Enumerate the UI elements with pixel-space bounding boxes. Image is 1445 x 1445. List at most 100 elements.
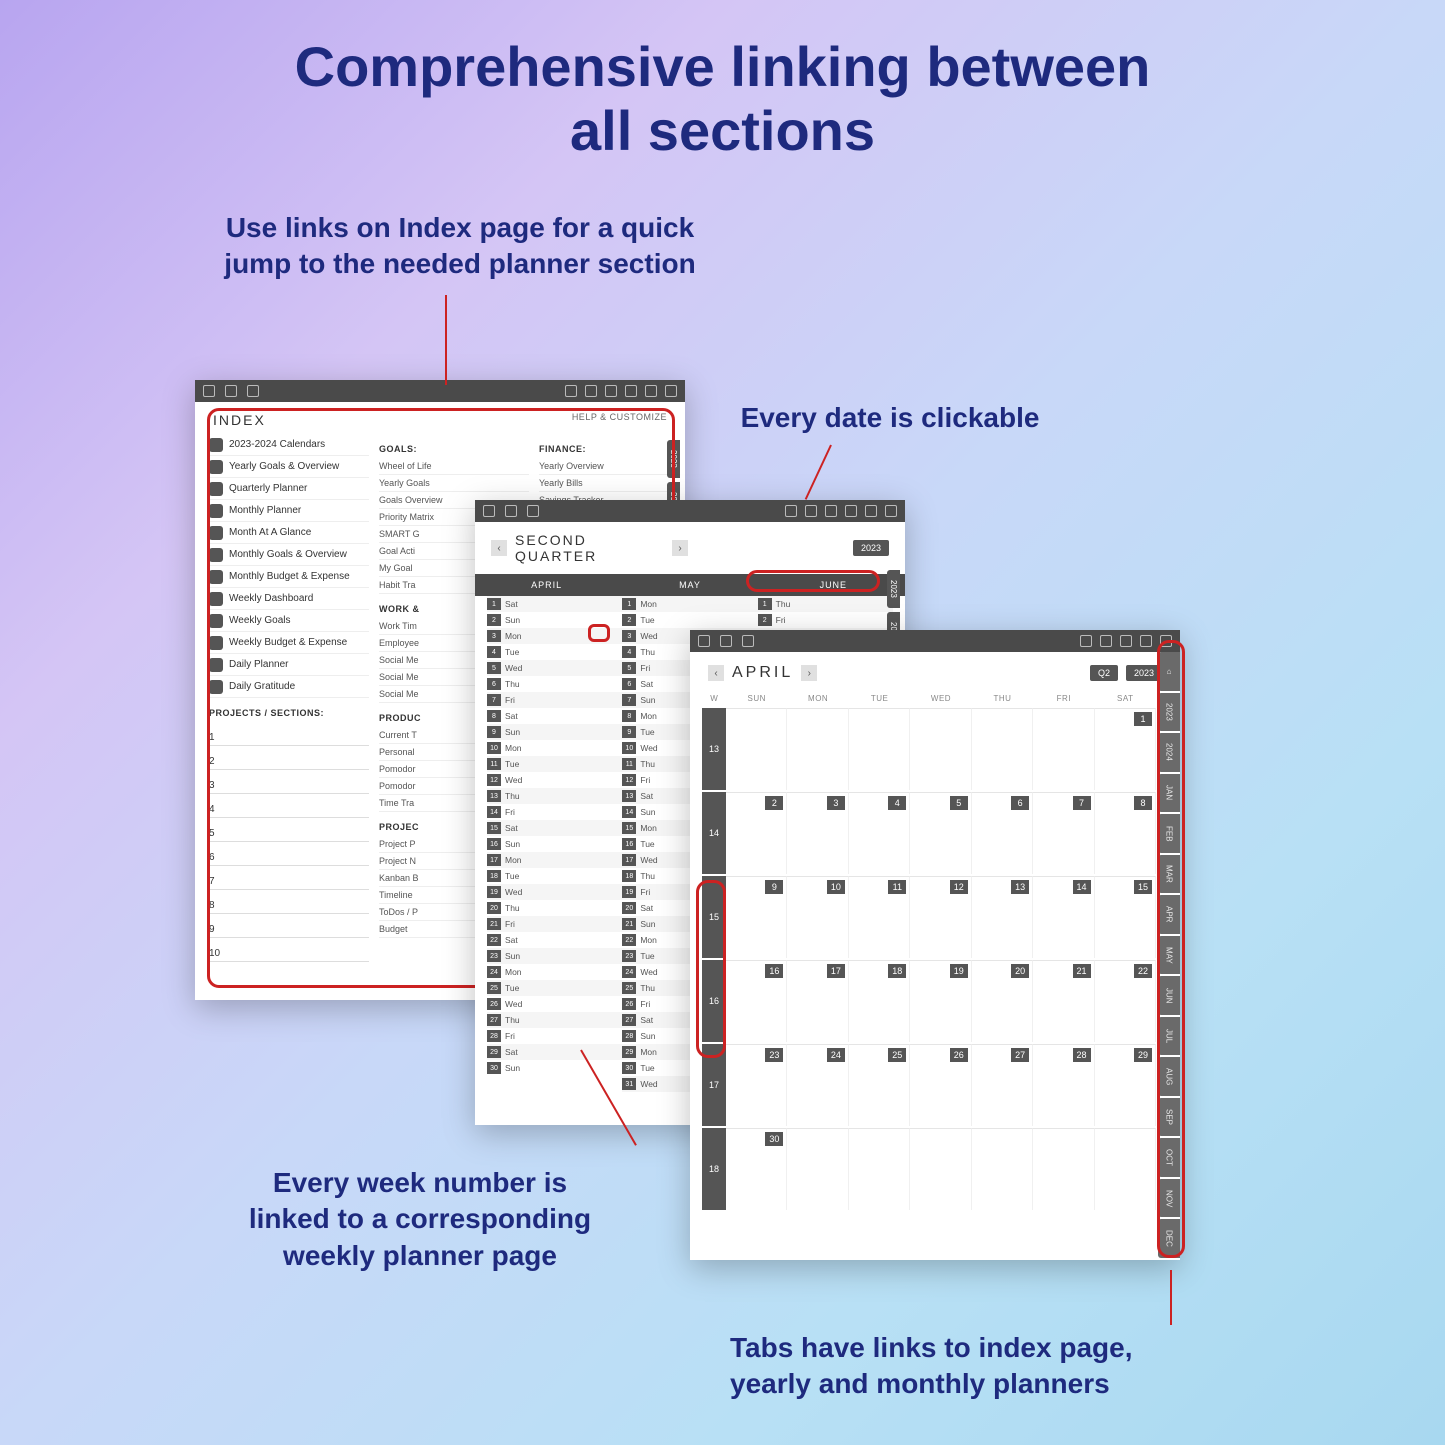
day-cell[interactable]: 11 <box>849 876 910 958</box>
calendar-icon[interactable] <box>225 385 237 397</box>
date-row[interactable]: 8Sat <box>487 708 622 724</box>
calendar-icon[interactable] <box>505 505 517 517</box>
date-row[interactable]: 1Sat <box>487 596 622 612</box>
day-cell[interactable]: 4 <box>849 792 910 874</box>
day-cell[interactable]: 18 <box>849 960 910 1042</box>
day-cell[interactable] <box>972 1128 1033 1210</box>
date-row[interactable]: 7Fri <box>487 692 622 708</box>
day-cell[interactable]: 19 <box>910 960 971 1042</box>
nav-icon[interactable] <box>1080 635 1092 647</box>
nav-icon[interactable] <box>625 385 637 397</box>
date-row[interactable]: 30Sun <box>487 1060 622 1076</box>
day-cell[interactable] <box>787 1128 848 1210</box>
chevron-left-icon[interactable]: ‹ <box>708 665 724 681</box>
nav-icon[interactable] <box>665 385 677 397</box>
date-row[interactable]: 25Tue <box>487 980 622 996</box>
date-row[interactable]: 14Fri <box>487 804 622 820</box>
day-cell[interactable] <box>849 1128 910 1210</box>
chevron-right-icon[interactable]: › <box>672 540 688 556</box>
day-cell[interactable] <box>726 708 787 790</box>
day-cell[interactable]: 16 <box>726 960 787 1042</box>
week-number[interactable]: 14 <box>702 792 726 874</box>
month-tab[interactable]: MAY <box>618 574 761 596</box>
day-cell[interactable] <box>972 708 1033 790</box>
date-row[interactable]: 13Thu <box>487 788 622 804</box>
date-row[interactable]: 17Mon <box>487 852 622 868</box>
month-tab[interactable]: APRIL <box>475 574 618 596</box>
day-cell[interactable] <box>910 1128 971 1210</box>
date-row[interactable]: 28Fri <box>487 1028 622 1044</box>
day-cell[interactable]: 23 <box>726 1044 787 1126</box>
nav-icon[interactable] <box>565 385 577 397</box>
chevron-right-icon[interactable]: › <box>801 665 817 681</box>
nav-icon[interactable] <box>865 505 877 517</box>
day-cell[interactable]: 1 <box>1095 708 1156 790</box>
date-row[interactable]: 2Fri <box>758 612 893 628</box>
date-row[interactable]: 22Sat <box>487 932 622 948</box>
nav-icon[interactable] <box>785 505 797 517</box>
date-row[interactable]: 24Mon <box>487 964 622 980</box>
date-row[interactable]: 6Thu <box>487 676 622 692</box>
day-cell[interactable] <box>1033 1128 1094 1210</box>
nav-icon[interactable] <box>885 505 897 517</box>
nav-icon[interactable] <box>805 505 817 517</box>
date-row[interactable]: 4Tue <box>487 644 622 660</box>
check-icon[interactable] <box>742 635 754 647</box>
day-cell[interactable]: 12 <box>910 876 971 958</box>
day-cell[interactable]: 14 <box>1033 876 1094 958</box>
day-cell[interactable]: 26 <box>910 1044 971 1126</box>
week-number[interactable]: 18 <box>702 1128 726 1210</box>
date-row[interactable]: 29Sat <box>487 1044 622 1060</box>
nav-icon[interactable] <box>1120 635 1132 647</box>
date-row[interactable]: 2Tue <box>622 612 757 628</box>
day-cell[interactable]: 5 <box>910 792 971 874</box>
date-row[interactable]: 10Mon <box>487 740 622 756</box>
date-row[interactable]: 1Thu <box>758 596 893 612</box>
day-cell[interactable]: 3 <box>787 792 848 874</box>
home-icon[interactable] <box>483 505 495 517</box>
day-cell[interactable]: 8 <box>1095 792 1156 874</box>
date-row[interactable]: 26Wed <box>487 996 622 1012</box>
day-cell[interactable]: 28 <box>1033 1044 1094 1126</box>
date-row[interactable]: 12Wed <box>487 772 622 788</box>
date-row[interactable]: 19Wed <box>487 884 622 900</box>
day-cell[interactable] <box>1033 708 1094 790</box>
year-tab[interactable]: 2023 <box>887 570 900 608</box>
quarter-pill[interactable]: Q2 <box>1090 665 1118 681</box>
calendar-icon[interactable] <box>720 635 732 647</box>
day-cell[interactable]: 9 <box>726 876 787 958</box>
nav-icon[interactable] <box>605 385 617 397</box>
day-cell[interactable]: 21 <box>1033 960 1094 1042</box>
day-cell[interactable]: 29 <box>1095 1044 1156 1126</box>
date-row[interactable]: 27Thu <box>487 1012 622 1028</box>
day-cell[interactable] <box>910 708 971 790</box>
day-cell[interactable]: 10 <box>787 876 848 958</box>
day-cell[interactable]: 30 <box>726 1128 787 1210</box>
day-cell[interactable]: 25 <box>849 1044 910 1126</box>
home-icon[interactable] <box>698 635 710 647</box>
nav-icon[interactable] <box>1140 635 1152 647</box>
date-row[interactable]: 21Fri <box>487 916 622 932</box>
day-cell[interactable]: 6 <box>972 792 1033 874</box>
day-cell[interactable]: 7 <box>1033 792 1094 874</box>
day-cell[interactable]: 15 <box>1095 876 1156 958</box>
home-icon[interactable] <box>203 385 215 397</box>
check-icon[interactable] <box>527 505 539 517</box>
day-cell[interactable] <box>787 708 848 790</box>
date-row[interactable]: 16Sun <box>487 836 622 852</box>
nav-icon[interactable] <box>825 505 837 517</box>
day-cell[interactable]: 2 <box>726 792 787 874</box>
year-pill[interactable]: 2023 <box>853 540 889 556</box>
day-cell[interactable] <box>849 708 910 790</box>
day-cell[interactable]: 24 <box>787 1044 848 1126</box>
date-row[interactable]: 1Mon <box>622 596 757 612</box>
nav-icon[interactable] <box>585 385 597 397</box>
day-cell[interactable] <box>1095 1128 1156 1210</box>
day-cell[interactable]: 13 <box>972 876 1033 958</box>
check-icon[interactable] <box>247 385 259 397</box>
chevron-left-icon[interactable]: ‹ <box>491 540 507 556</box>
date-row[interactable]: 9Sun <box>487 724 622 740</box>
nav-icon[interactable] <box>845 505 857 517</box>
day-cell[interactable]: 17 <box>787 960 848 1042</box>
day-cell[interactable]: 20 <box>972 960 1033 1042</box>
